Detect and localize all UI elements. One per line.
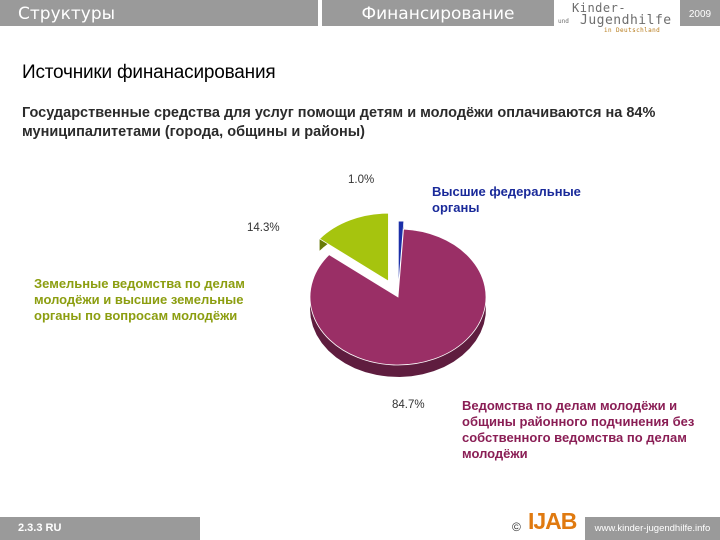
- tab-structures[interactable]: Структуры: [0, 0, 318, 26]
- pct-label-local: 84.7%: [392, 399, 425, 411]
- copyright-symbol: ©: [512, 520, 521, 534]
- pct-label-land: 14.3%: [247, 222, 280, 234]
- year-badge: 2009: [680, 0, 720, 26]
- ijab-logo: IJAB: [528, 508, 577, 534]
- pct-label-federal: 1.0%: [348, 174, 375, 186]
- logo-und: und: [558, 18, 569, 25]
- slide-code: 2.3.3 RU: [0, 517, 200, 540]
- footer-url-link[interactable]: www.kinder-jugendhilfe.info: [585, 517, 720, 540]
- logo-line2: Jugendhilfe: [580, 13, 672, 28]
- legend-label-local: Ведомства по делам молодёжи и общины рай…: [462, 398, 695, 461]
- tab-financing[interactable]: Финансирование: [322, 0, 554, 26]
- top-bar: Структуры Финансирование Kinder- und Jug…: [0, 0, 720, 34]
- logo-line1: Kinder-: [572, 1, 627, 15]
- legend-label-land: Земельные ведомства по делам молодёжи и …: [34, 276, 245, 323]
- kinder-jugendhilfe-logo: Kinder- und Jugendhilfe in Deutschland: [558, 1, 678, 34]
- pie-slice: [309, 228, 487, 366]
- page-subtitle: Государственные средства для услуг помощ…: [22, 105, 656, 140]
- page-title: Источники финанасирования: [22, 62, 276, 83]
- pie-slice: [318, 212, 389, 282]
- legend-label-federal: Высшие федеральные органы: [432, 184, 581, 215]
- logo-line3: in Deutschland: [604, 27, 661, 34]
